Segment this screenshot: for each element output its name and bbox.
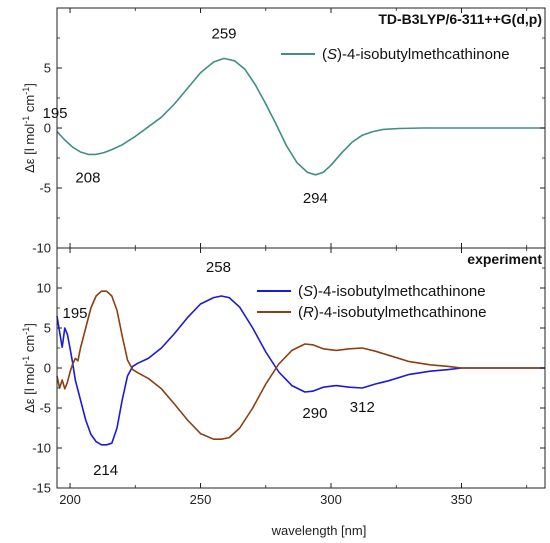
legend: (S)-4-isobutylmethcathinone xyxy=(281,46,510,63)
peak-label: 294 xyxy=(303,190,328,207)
y-tick-label: -15 xyxy=(32,481,51,496)
peak-label: 195 xyxy=(62,305,87,322)
series-line-1 xyxy=(56,290,545,440)
y-tick-label: 10 xyxy=(37,281,51,296)
peak-label: 258 xyxy=(206,259,231,276)
x-tick-label: 350 xyxy=(451,492,473,507)
x-tick-label: 200 xyxy=(59,492,81,507)
peak-label: 312 xyxy=(350,399,375,416)
peak-label: 214 xyxy=(93,462,118,479)
panel-title: TD-B3LYP/6-311++G(d,p) xyxy=(378,11,542,27)
series-line-0 xyxy=(56,295,545,446)
y-axis-label: Δε [l mol-1 cm-1] xyxy=(21,323,37,413)
calculated-spectrum-panel: -10 -5 0 5 TD-B3LYP/6-311++G(d,p) (S)-4-iso… xyxy=(21,7,546,256)
legend-label: (S)-4-isobutylmethcathinone xyxy=(322,46,510,63)
series-line-0 xyxy=(56,57,545,176)
panel-title: experiment xyxy=(467,251,542,267)
y-tick-label: -10 xyxy=(32,441,51,456)
y-tick-label: 0 xyxy=(44,121,51,136)
y-tick-label: 0 xyxy=(44,361,51,376)
x-axis-label: wavelength [nm] xyxy=(271,523,367,538)
peak-label: 195 xyxy=(42,105,67,122)
y-tick-label: -5 xyxy=(39,181,51,196)
experimental-spectrum-panel: -15 -10 -5 0 5 10 200 250 300 350 experiment (S)-… xyxy=(21,247,546,538)
peak-label: 208 xyxy=(75,169,100,186)
x-tick-label: 250 xyxy=(190,492,212,507)
peak-label: 290 xyxy=(302,405,327,422)
legend-label: (R)-4-isobutylmethcathinone xyxy=(298,304,486,321)
y-tick-label: 5 xyxy=(44,321,51,336)
legend-label: (S)-4-isobutylmethcathinone xyxy=(298,283,486,300)
y-tick-label: -10 xyxy=(32,241,51,256)
peak-label: 259 xyxy=(212,25,237,42)
y-tick-label: -5 xyxy=(39,401,51,416)
legend: (S)-4-isobutylmethcathinone (R)-4-isobut… xyxy=(257,283,486,321)
y-tick-label: 5 xyxy=(44,61,51,76)
x-tick-label: 300 xyxy=(320,492,342,507)
y-axis-label: Δε [l mol-1 cm-1] xyxy=(21,83,37,173)
